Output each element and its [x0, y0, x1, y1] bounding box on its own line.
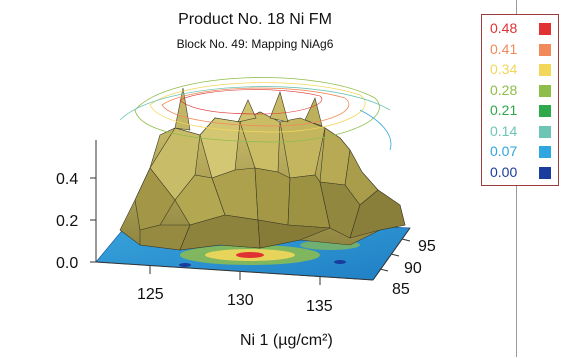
legend-entry: 0.28	[482, 81, 558, 101]
legend-swatch	[539, 43, 551, 56]
chart-subtitle: Block No. 49: Mapping NiAg6	[176, 37, 334, 51]
x-axis-label: Ni 1 (µg/cm²)	[240, 332, 333, 349]
legend-swatch	[539, 105, 551, 117]
legend-swatch	[539, 64, 551, 76]
legend-swatch	[539, 166, 551, 179]
legend-label: 0.21	[490, 102, 518, 118]
x-tick-label: 135	[306, 298, 333, 315]
legend-label: 0.28	[490, 81, 518, 98]
z-tick-label: 0.2	[56, 213, 78, 230]
legend-label: 0.34	[490, 61, 518, 77]
z-tick-label: 0.4	[56, 171, 78, 188]
legend-label: 0.00	[490, 163, 518, 180]
x-tick-label: 130	[227, 292, 254, 309]
y-tick-label: 85	[392, 281, 410, 298]
top-contour-lines	[119, 77, 392, 151]
legend-entry: 0.34	[482, 60, 558, 80]
legend-entry: 0.00	[482, 163, 558, 183]
z-tick-label: 0.0	[56, 255, 78, 272]
x-axis	[95, 261, 374, 285]
y-tick-label: 95	[418, 238, 436, 255]
legend-entry: 0.48	[482, 19, 558, 39]
legend-entry: 0.41	[482, 40, 558, 60]
legend-label: 0.14	[490, 122, 518, 139]
legend-entry: 0.21	[482, 101, 558, 121]
legend-swatch	[539, 125, 551, 138]
legend-entry: 0.07	[482, 142, 558, 162]
y-tick-label: 90	[404, 260, 422, 277]
x-tick-label: 125	[137, 286, 164, 303]
y-axis	[372, 227, 411, 281]
legend-label: 0.41	[490, 40, 518, 57]
legend-swatch	[539, 84, 551, 97]
color-legend: 0.48 0.41 0.34 0.28 0.21 0.14 0.07 0.00	[481, 14, 559, 186]
chart-title: Product No. 18 Ni FM	[178, 11, 332, 28]
legend-swatch	[539, 23, 551, 35]
legend-entry: 0.14	[482, 122, 558, 142]
surface-mesh	[119, 87, 406, 251]
legend-swatch	[539, 146, 551, 158]
z-axis	[90, 140, 97, 263]
legend-label: 0.48	[490, 20, 518, 36]
legend-label: 0.07	[490, 143, 518, 159]
